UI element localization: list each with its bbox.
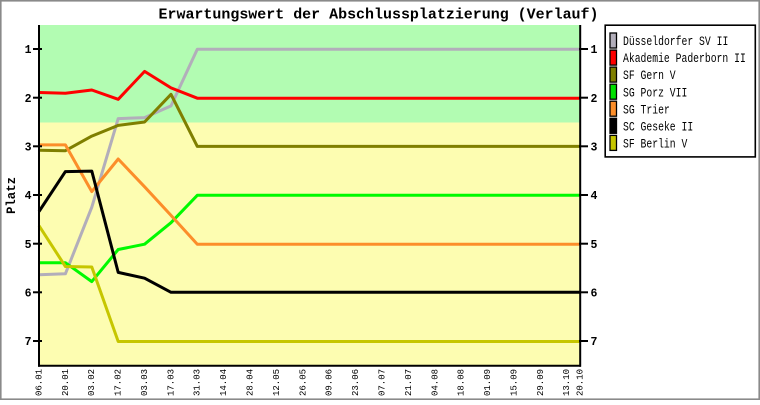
svg-text:5: 5 bbox=[25, 239, 32, 252]
svg-text:2: 2 bbox=[591, 93, 598, 106]
svg-text:7: 7 bbox=[591, 336, 598, 349]
svg-text:SF Berlin V: SF Berlin V bbox=[623, 137, 687, 152]
svg-text:13.10: 13.10 bbox=[562, 369, 572, 396]
svg-text:Düsseldorfer SV II: Düsseldorfer SV II bbox=[623, 34, 728, 49]
svg-text:20.10: 20.10 bbox=[575, 369, 585, 396]
svg-text:12.05: 12.05 bbox=[272, 369, 282, 396]
svg-text:06.01: 06.01 bbox=[34, 369, 44, 396]
svg-text:6: 6 bbox=[25, 287, 32, 300]
svg-text:20.01: 20.01 bbox=[61, 369, 71, 396]
svg-text:26.05: 26.05 bbox=[298, 369, 308, 396]
svg-text:4: 4 bbox=[25, 190, 32, 203]
svg-text:4: 4 bbox=[591, 190, 598, 203]
svg-text:07.07: 07.07 bbox=[378, 369, 388, 396]
svg-text:29.09: 29.09 bbox=[536, 369, 546, 396]
svg-text:3: 3 bbox=[591, 141, 598, 154]
svg-text:23.06: 23.06 bbox=[351, 369, 361, 396]
svg-text:Platz: Platz bbox=[4, 177, 19, 214]
svg-text:14.04: 14.04 bbox=[219, 369, 229, 396]
svg-text:15.09: 15.09 bbox=[509, 369, 519, 396]
svg-text:SG Trier: SG Trier bbox=[623, 102, 670, 117]
svg-text:31.03: 31.03 bbox=[193, 369, 203, 396]
svg-text:SC Geseke II: SC Geseke II bbox=[623, 119, 693, 134]
svg-text:1: 1 bbox=[591, 44, 598, 57]
svg-text:01.09: 01.09 bbox=[483, 369, 493, 396]
svg-text:5: 5 bbox=[591, 239, 598, 252]
svg-text:03.03: 03.03 bbox=[140, 369, 150, 396]
svg-text:SF Gern V: SF Gern V bbox=[623, 68, 676, 83]
svg-text:04.08: 04.08 bbox=[430, 369, 440, 396]
svg-text:21.07: 21.07 bbox=[404, 369, 414, 396]
svg-text:18.08: 18.08 bbox=[457, 369, 467, 396]
svg-text:7: 7 bbox=[25, 336, 32, 349]
svg-text:SG Porz VII: SG Porz VII bbox=[623, 85, 687, 100]
svg-text:09.06: 09.06 bbox=[325, 369, 335, 396]
svg-text:28.04: 28.04 bbox=[246, 369, 256, 396]
svg-text:03.02: 03.02 bbox=[87, 369, 97, 396]
svg-text:17.03: 17.03 bbox=[166, 369, 176, 396]
svg-text:3: 3 bbox=[25, 141, 32, 154]
svg-text:17.02: 17.02 bbox=[114, 369, 124, 396]
svg-text:1: 1 bbox=[25, 44, 32, 57]
svg-text:2: 2 bbox=[25, 93, 32, 106]
svg-text:Akademie Paderborn II: Akademie Paderborn II bbox=[623, 51, 746, 66]
svg-text:Erwartungswert der Abschlusspl: Erwartungswert der Abschlussplatzierung … bbox=[159, 7, 599, 24]
svg-text:6: 6 bbox=[591, 287, 598, 300]
